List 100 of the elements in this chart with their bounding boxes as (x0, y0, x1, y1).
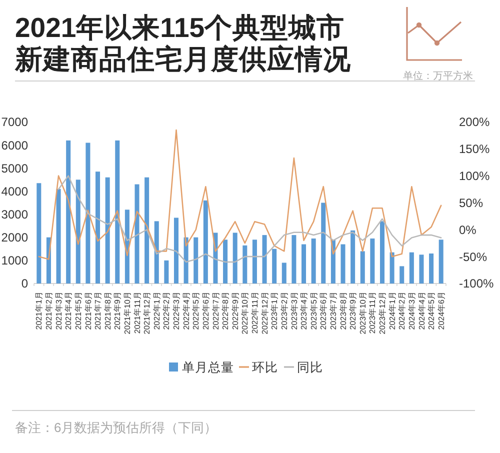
x-tick-label: 2022年8月 (221, 292, 230, 330)
x-tick-label: 2023年2月 (280, 292, 289, 330)
x-tick-label: 2022年11月 (250, 292, 260, 334)
x-tick-label: 2021年9月 (113, 292, 122, 330)
y-tick-label: 5000 (1, 161, 28, 176)
y2-tick-label: 100% (459, 169, 490, 184)
bar (154, 221, 159, 284)
x-tick-label: 2024年2月 (398, 292, 407, 330)
bar (390, 252, 394, 284)
y2-tick-label: 200% (459, 115, 490, 130)
x-tick-label: 2022年12月 (260, 292, 270, 334)
x-tick-label: 2022年6月 (201, 292, 210, 330)
y-tick-label: 1000 (1, 254, 28, 268)
bar (76, 180, 80, 284)
bar (311, 238, 316, 284)
bar (96, 172, 100, 284)
x-tick-label: 2023年8月 (338, 292, 348, 330)
y2-tick-label: -100% (459, 276, 494, 291)
text: 备注：6月数据为预估所得（下同） (15, 420, 218, 435)
x-tick-label: 2023年9月 (348, 292, 358, 330)
bar (370, 238, 375, 284)
bar (105, 177, 110, 284)
x-tick-label: 2022年2月 (162, 292, 172, 330)
bar (86, 142, 90, 284)
y-tick-label: 0 (21, 276, 28, 291)
x-tick-label: 2021年4月 (64, 292, 74, 330)
bar (174, 218, 178, 284)
y2-tick-label: 50% (459, 196, 484, 210)
bar (144, 177, 150, 284)
x-tick-label: 2021年7月 (94, 292, 103, 330)
x-tick-label: 2022年3月 (172, 292, 182, 330)
y-tick-label: 2000 (1, 230, 28, 245)
legend-label: 环比 (252, 360, 278, 374)
y2-tick-label: 0% (459, 222, 477, 237)
y-tick-label: 4000 (1, 184, 28, 198)
y2-tick-label: 150% (459, 142, 490, 156)
bar (223, 240, 228, 284)
x-tick-label: 2021年2月 (44, 292, 54, 330)
x-tick-label: 2023年10月 (358, 292, 368, 334)
bar (232, 232, 238, 284)
bar (350, 230, 356, 284)
x-tick-label: 2022年7月 (211, 292, 220, 330)
x-tick-label: 2021年3月 (54, 292, 64, 330)
bar (194, 237, 198, 284)
bar (242, 245, 248, 284)
bar (409, 252, 414, 284)
bar (429, 254, 434, 284)
x-tick-label: 2023年12月 (378, 292, 388, 334)
x-tick-label: 2024年3月 (407, 292, 416, 330)
x-tick-label: 2022年9月 (230, 292, 240, 330)
bar (380, 221, 384, 284)
x-tick-label: 2022年5月 (192, 292, 201, 330)
bar (419, 254, 424, 284)
legend-label: 单月总量 (182, 360, 234, 374)
bar (134, 184, 140, 284)
bar (66, 140, 71, 284)
x-tick-label: 2022年4月 (182, 292, 191, 330)
x-tick-label: 2021年8月 (103, 292, 112, 330)
x-tick-label: 2021年10月 (122, 292, 132, 334)
bar (438, 240, 444, 284)
x-tick-label: 2021年11月 (132, 292, 142, 334)
bar (340, 244, 346, 284)
y2-tick-label: -50% (459, 250, 488, 264)
bar (292, 235, 296, 284)
y-tick-label: 6000 (1, 138, 28, 152)
x-tick-label: 2024年5月 (427, 292, 436, 330)
bar (164, 260, 169, 284)
x-tick-label: 2023年5月 (309, 292, 318, 330)
x-tick-label: 2023年7月 (328, 292, 338, 330)
bar (272, 248, 277, 284)
x-tick-label: 2023年11月 (368, 292, 378, 334)
bar (262, 235, 267, 284)
bar (203, 200, 208, 284)
bar (56, 188, 61, 284)
bar (252, 240, 257, 284)
x-tick-label: 2022年1月 (152, 292, 162, 330)
bar (36, 183, 42, 284)
x-tick-label: 2023年3月 (290, 292, 299, 330)
x-tick-label: 2023年6月 (319, 292, 328, 330)
title: 2021年以来115个典型城市新建商品住宅月度供应情况 (15, 12, 351, 74)
x-tick-label: 2021年1月 (34, 292, 44, 330)
x-tick-label: 2023年4月 (300, 292, 309, 330)
bar (115, 140, 120, 284)
x-tick-label: 2021年12月 (142, 292, 152, 334)
bar (302, 244, 306, 284)
x-tick-label: 2023年1月 (270, 292, 280, 330)
x-tick-label: 2021年5月 (74, 292, 83, 330)
x-tick-label: 2022年10月 (240, 292, 250, 334)
legend-label: 同比 (297, 360, 323, 374)
y-tick-label: 3000 (1, 207, 28, 222)
x-tick-label: 2021年6月 (84, 292, 93, 330)
bar (360, 251, 365, 284)
x-tick-label: 2024年1月 (388, 292, 397, 330)
bar (400, 266, 404, 284)
bar (321, 202, 326, 284)
text: 单位：万平方米 (403, 70, 473, 82)
bar (282, 262, 286, 284)
y-tick-label: 7000 (1, 115, 28, 130)
x-tick-label: 2024年6月 (436, 292, 446, 330)
x-tick-label: 2024年4月 (417, 292, 426, 330)
